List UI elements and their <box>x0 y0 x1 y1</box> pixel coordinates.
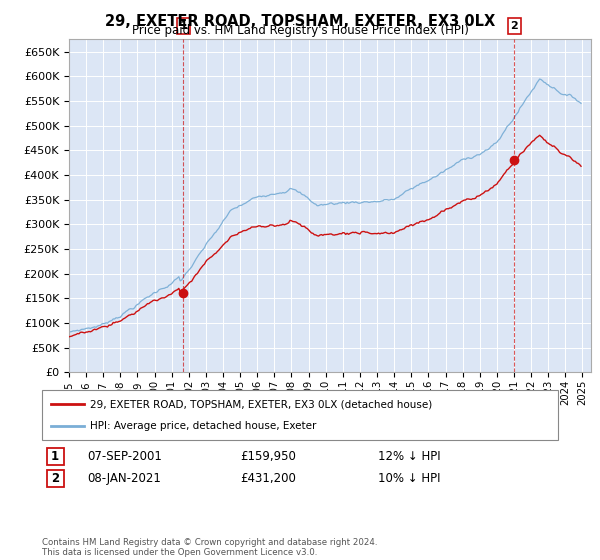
Text: 1: 1 <box>51 450 59 463</box>
Text: 07-SEP-2001: 07-SEP-2001 <box>87 450 162 463</box>
Text: Price paid vs. HM Land Registry's House Price Index (HPI): Price paid vs. HM Land Registry's House … <box>131 24 469 36</box>
Text: HPI: Average price, detached house, Exeter: HPI: Average price, detached house, Exet… <box>90 421 316 431</box>
Text: 1: 1 <box>179 21 187 31</box>
Text: 12% ↓ HPI: 12% ↓ HPI <box>378 450 440 463</box>
Text: 10% ↓ HPI: 10% ↓ HPI <box>378 472 440 486</box>
Text: Contains HM Land Registry data © Crown copyright and database right 2024.
This d: Contains HM Land Registry data © Crown c… <box>42 538 377 557</box>
Text: 08-JAN-2021: 08-JAN-2021 <box>87 472 161 486</box>
Text: 2: 2 <box>511 21 518 31</box>
Text: £159,950: £159,950 <box>240 450 296 463</box>
Text: 2: 2 <box>51 472 59 486</box>
Text: 29, EXETER ROAD, TOPSHAM, EXETER, EX3 0LX: 29, EXETER ROAD, TOPSHAM, EXETER, EX3 0L… <box>105 14 495 29</box>
Text: 29, EXETER ROAD, TOPSHAM, EXETER, EX3 0LX (detached house): 29, EXETER ROAD, TOPSHAM, EXETER, EX3 0L… <box>90 399 432 409</box>
Text: £431,200: £431,200 <box>240 472 296 486</box>
